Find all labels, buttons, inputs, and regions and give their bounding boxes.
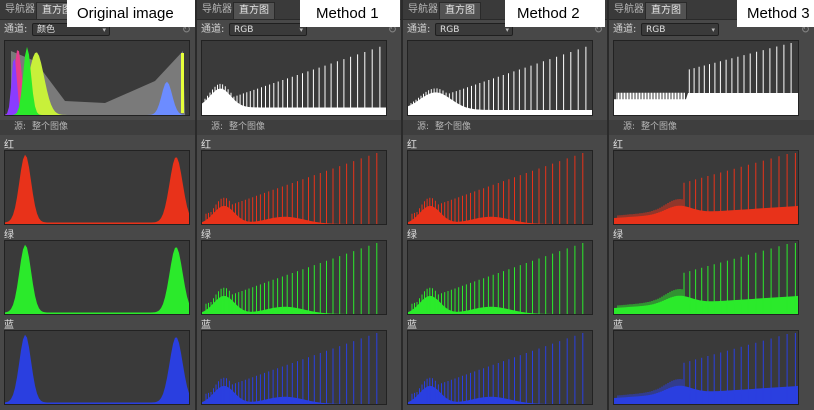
channel-name-green: 绿 [407,230,417,241]
refresh-icon[interactable]: ↻ [800,23,810,36]
green-histogram [201,240,387,315]
source-row: 源: 整个图像 [0,120,195,135]
channel-row: 通道: RGB ▾ ↻ [197,22,401,38]
tab-histogram[interactable]: 直方图 [645,2,687,19]
channel-name-blue: 蓝 [4,320,14,331]
source-row: 源: 整个图像 [403,120,607,135]
red-histogram [4,150,190,225]
tab-navigator[interactable]: 导航器 [614,4,644,15]
channel-row: 通道: RGB ▾ ↻ [609,22,814,38]
histogram-panel-method1: 导航器 直方图 通道: RGB ▾ ↻ 源: 整个图像 红 绿 蓝 [197,0,403,410]
chevron-down-icon: ▾ [102,26,106,34]
chevron-down-icon: ▾ [711,26,715,34]
tab-navigator[interactable]: 导航器 [408,4,438,15]
blue-histogram [4,330,190,405]
channel-name-red: 红 [407,140,417,151]
channel-label: 通道: [4,24,28,35]
channel-value: RGB [646,25,666,35]
chevron-down-icon: ▾ [299,26,303,34]
source-row: 源: 整个图像 [197,120,401,135]
green-histogram [613,240,799,315]
source-value[interactable]: 整个图像 [641,122,678,132]
red-histogram [407,150,593,225]
caption-method1: Method 1 [300,0,400,27]
source-value[interactable]: 整个图像 [32,122,69,132]
channel-select[interactable]: RGB ▾ [641,23,719,36]
source-row: 源: 整个图像 [609,120,814,135]
channel-row: 通道: RGB ▾ ↻ [403,22,607,38]
caption-original: Original image [67,0,195,27]
histogram-panel-method3: 导航器 直方图 通道: RGB ▾ ↻ 源: 整个图像 红 绿 蓝 [609,0,814,410]
main-histogram [613,40,799,116]
channel-select[interactable]: RGB ▾ [435,23,513,36]
green-histogram [4,240,190,315]
refresh-icon[interactable]: ↻ [387,23,397,36]
channel-name-blue: 蓝 [613,320,623,331]
channel-name-green: 绿 [4,230,14,241]
blue-histogram [201,330,387,405]
channel-label: 通道: [613,24,637,35]
caption-method2: Method 2 [505,0,605,27]
channel-name-red: 红 [201,140,211,151]
channel-name-blue: 蓝 [407,320,417,331]
channel-name-green: 绿 [613,230,623,241]
green-histogram [407,240,593,315]
channel-value: RGB [234,25,254,35]
tab-navigator[interactable]: 导航器 [202,4,232,15]
histogram-panel-method2: 导航器 直方图 通道: RGB ▾ ↻ 源: 整个图像 红 绿 蓝 [403,0,609,410]
channel-name-red: 红 [613,140,623,151]
refresh-icon[interactable]: ↻ [181,23,191,36]
chevron-down-icon: ▾ [505,26,509,34]
main-histogram [4,40,190,116]
main-histogram [407,40,593,116]
channel-label: 通道: [407,24,431,35]
channel-label: 通道: [201,24,225,35]
channel-select[interactable]: RGB ▾ [229,23,307,36]
refresh-icon[interactable]: ↻ [593,23,603,36]
channel-name-blue: 蓝 [201,320,211,331]
blue-histogram [613,330,799,405]
tab-histogram[interactable]: 直方图 [233,2,275,19]
source-value[interactable]: 整个图像 [229,122,266,132]
red-histogram [613,150,799,225]
tab-navigator[interactable]: 导航器 [5,4,35,15]
source-label: 源: [211,122,224,132]
channel-value: RGB [440,25,460,35]
main-histogram [201,40,387,116]
channel-value: 颜色 [37,25,56,35]
red-histogram [201,150,387,225]
source-label: 源: [623,122,636,132]
caption-method3: Method 3 [737,0,814,27]
histogram-panel-original: 导航器 直方图 通道: 颜色 ▾ ↻ 源: 整个图像 红 绿 蓝 [0,0,197,410]
source-label: 源: [417,122,430,132]
source-value[interactable]: 整个图像 [435,122,472,132]
channel-name-green: 绿 [201,230,211,241]
blue-histogram [407,330,593,405]
channel-name-red: 红 [4,140,14,151]
source-label: 源: [14,122,27,132]
tab-histogram[interactable]: 直方图 [439,2,481,19]
